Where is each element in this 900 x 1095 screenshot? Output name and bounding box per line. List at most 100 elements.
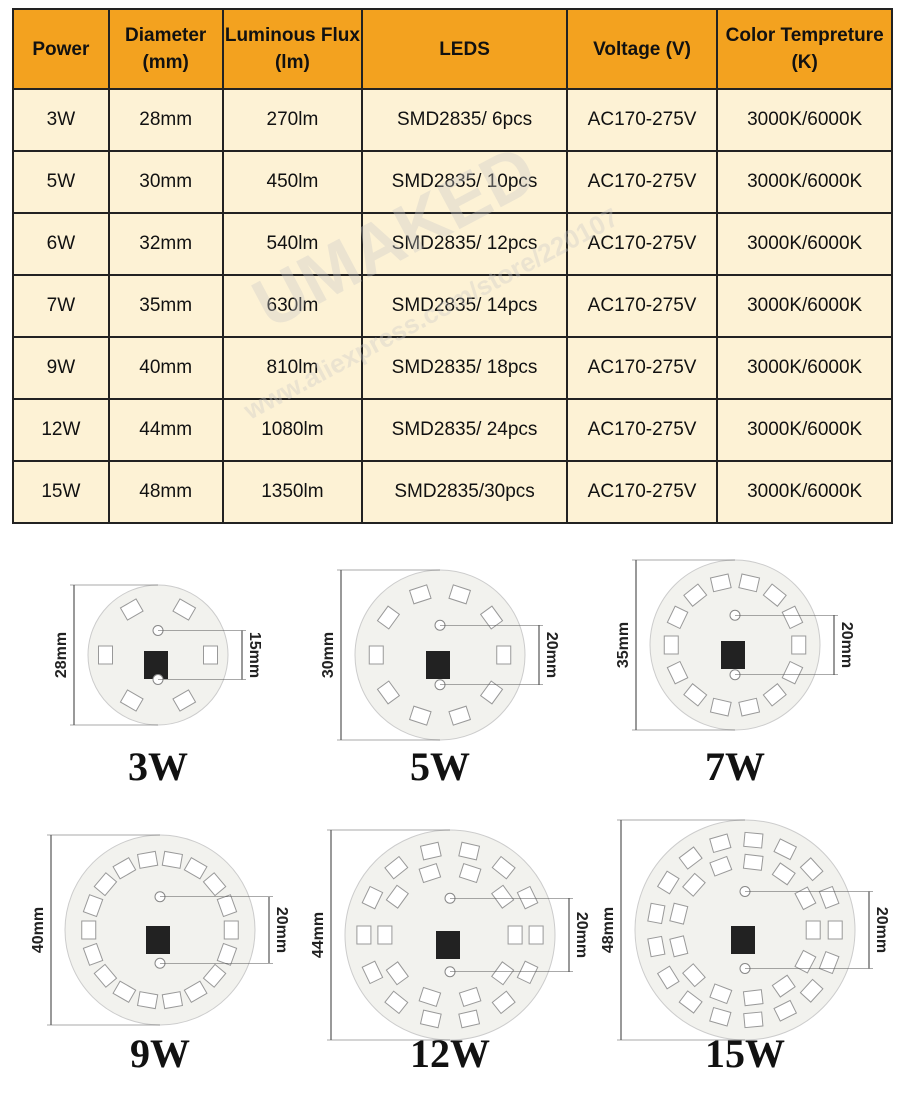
table-row: 3W 28mm 270lm SMD2835/ 6pcs AC170-275V 3000K/… [12, 88, 893, 152]
led [491, 855, 516, 880]
led [112, 857, 137, 880]
table-cell: AC170-275V [565, 274, 719, 338]
led [516, 885, 539, 910]
table-cell: SMD2835/ 14pcs [361, 274, 568, 338]
table-row: 12W 44mm 1080lm SMD2835/ 24pcs AC170-275V 300… [12, 398, 893, 462]
led [458, 863, 482, 884]
header-cell: Voltage (V) [565, 8, 719, 90]
chip [721, 641, 745, 669]
table-cell: AC170-275V [565, 212, 719, 276]
diameter-label: 30mm [320, 632, 337, 678]
board: 30mm 20mm 5W [320, 569, 560, 789]
board: 44mm 20mm 12W [310, 829, 590, 1076]
table-cell: 810lm [221, 336, 364, 400]
led [799, 978, 824, 1003]
table-body: 3W 28mm 270lm SMD2835/ 6pcs AC170-275V 3000K/… [12, 88, 893, 524]
led [742, 853, 764, 871]
led [216, 894, 238, 918]
led [709, 855, 733, 877]
led [491, 884, 515, 909]
header-cell: Diameter (mm) [107, 8, 224, 90]
led [82, 894, 104, 918]
table-cell: 48mm [107, 460, 224, 524]
table-cell: 3W [12, 88, 110, 152]
table-cell: 5W [12, 150, 110, 214]
led [479, 605, 504, 630]
table-cell: AC170-275V [565, 150, 719, 214]
led [458, 841, 481, 861]
led [361, 960, 384, 985]
led [112, 980, 137, 1003]
led [183, 857, 208, 880]
table-cell: 15W [12, 460, 110, 524]
led [202, 872, 227, 897]
led [408, 705, 432, 726]
diameter-label: 44mm [310, 912, 327, 958]
table-cell: SMD2835/ 24pcs [361, 398, 568, 462]
table-cell: SMD2835/ 6pcs [361, 88, 568, 152]
led [678, 846, 703, 870]
led [738, 697, 761, 717]
table-cell: AC170-275V [565, 336, 719, 400]
table-cell: 450lm [221, 150, 364, 214]
hole-label: 20mm [838, 622, 855, 668]
led [794, 949, 817, 974]
led [418, 986, 442, 1007]
led [376, 605, 401, 630]
table-cell: 1350lm [221, 460, 364, 524]
led [376, 680, 401, 705]
header-cell: Color Tempreture (K) [716, 8, 893, 90]
table-cell: 44mm [107, 398, 224, 462]
led [709, 983, 733, 1005]
header-cell: Luminous Flux (lm) [221, 8, 364, 90]
table-cell: 32mm [107, 212, 224, 276]
led [743, 1011, 764, 1029]
hole-label: 20mm [273, 907, 290, 953]
led [678, 990, 703, 1014]
led [771, 862, 796, 886]
board: 40mm 20mm 9W [30, 834, 290, 1076]
led [479, 680, 504, 705]
led [762, 683, 787, 707]
table-cell: 30mm [107, 150, 224, 214]
led [216, 942, 238, 966]
chip [731, 926, 755, 954]
led [496, 645, 512, 665]
table-cell: 6W [12, 212, 110, 276]
led [827, 920, 843, 940]
led [81, 920, 97, 940]
table-cell: SMD2835/ 18pcs [361, 336, 568, 400]
led [683, 683, 708, 707]
table-cell: 3000K/6000K [716, 88, 893, 152]
led [647, 902, 666, 925]
table-cell: 7W [12, 274, 110, 338]
led [356, 925, 372, 945]
chip [146, 926, 170, 954]
table-cell: AC170-275V [565, 398, 719, 462]
board-label: 5W [410, 744, 470, 789]
table-cell: 12W [12, 398, 110, 462]
led [385, 884, 409, 909]
table-row: 5W 30mm 450lm SMD2835/ 10pcs AC170-275V 3000K… [12, 150, 893, 214]
board-label: 7W [705, 744, 765, 789]
led [361, 885, 384, 910]
table-cell: 3000K/6000K [716, 460, 893, 524]
led [408, 584, 432, 605]
led [419, 1009, 442, 1029]
led [709, 697, 732, 717]
chip [426, 651, 450, 679]
led [656, 870, 680, 895]
led [709, 573, 732, 593]
led [384, 990, 409, 1015]
led [368, 645, 384, 665]
led [799, 857, 824, 882]
led [669, 902, 689, 925]
led [119, 689, 144, 712]
led [656, 965, 680, 990]
led [669, 935, 689, 958]
led [805, 920, 821, 940]
table-cell: SMD2835/ 12pcs [361, 212, 568, 276]
diameter-label: 48mm [600, 907, 617, 953]
led [136, 991, 159, 1010]
table-cell: 3000K/6000K [716, 336, 893, 400]
